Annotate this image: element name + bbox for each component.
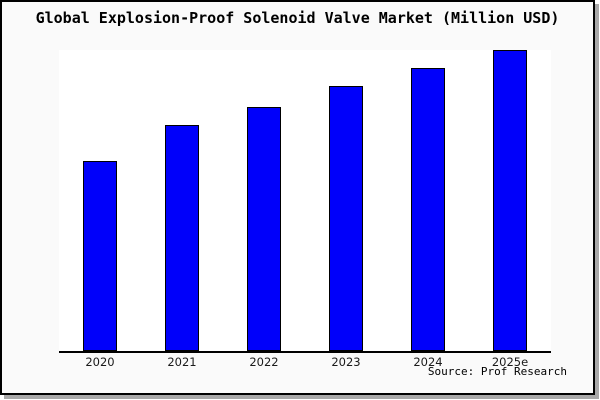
plot-area bbox=[59, 50, 551, 353]
chart-title: Global Explosion-Proof Solenoid Valve Ma… bbox=[35, 9, 560, 27]
x-tick-label-2020: 2020 bbox=[85, 355, 115, 369]
x-tick-label-2024: 2024 bbox=[413, 355, 443, 369]
bar-2023 bbox=[329, 86, 363, 351]
chart-frame: Global Explosion-Proof Solenoid Valve Ma… bbox=[0, 0, 595, 395]
bar-2021 bbox=[165, 125, 199, 351]
bar-2020 bbox=[83, 161, 117, 351]
x-tick-label-2021: 2021 bbox=[167, 355, 197, 369]
x-axis-ticks: 2020 2021 2022 2023 2024 2025e bbox=[59, 355, 551, 371]
source-credit: Source: Prof Research bbox=[427, 365, 567, 378]
x-tick-label-2025e: 2025e bbox=[491, 355, 529, 369]
bar-2025e bbox=[493, 50, 527, 351]
x-tick-label-2022: 2022 bbox=[249, 355, 279, 369]
x-tick-label-2023: 2023 bbox=[331, 355, 361, 369]
bar-2024 bbox=[411, 68, 445, 351]
bar-2022 bbox=[247, 107, 281, 351]
